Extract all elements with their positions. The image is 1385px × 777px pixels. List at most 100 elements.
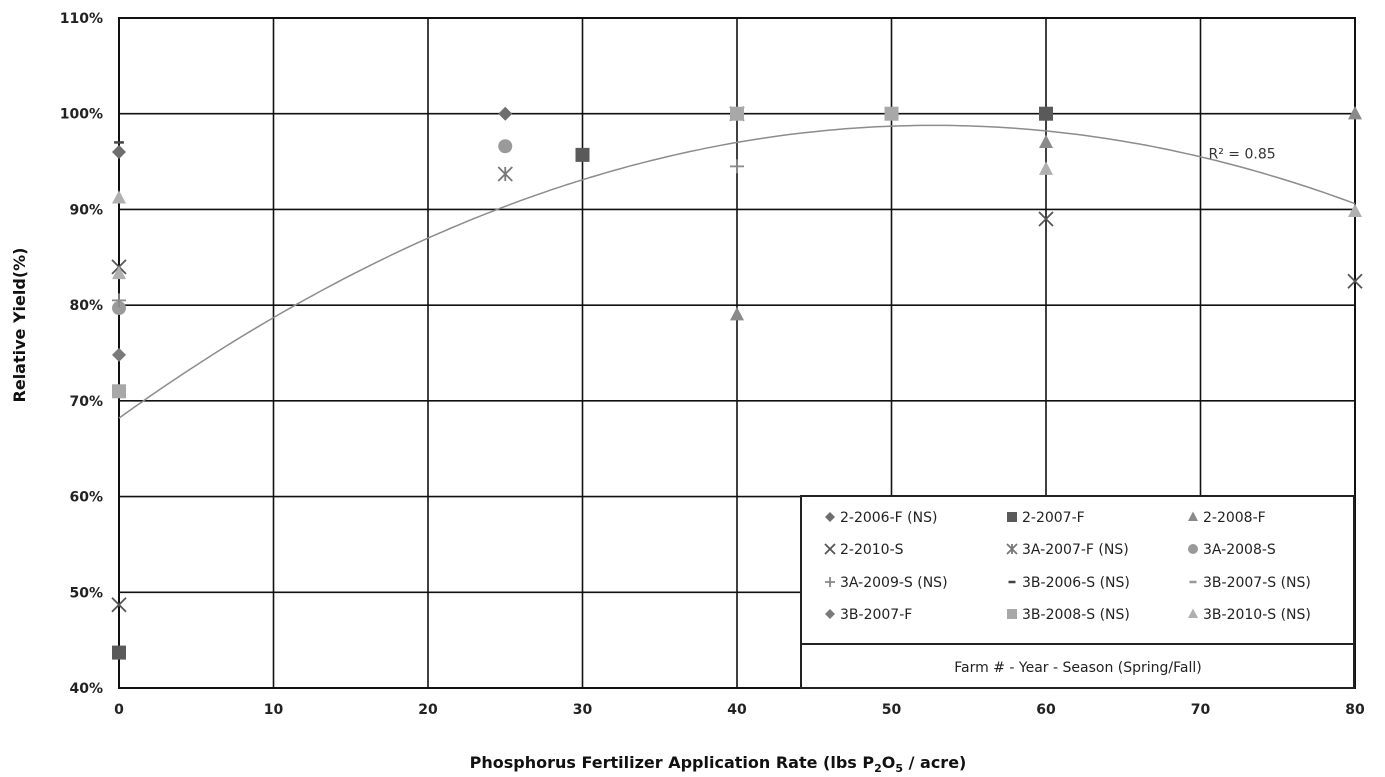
marker-shape (825, 577, 835, 587)
legend-marker (1188, 608, 1198, 618)
x-tick-label: 30 (573, 702, 593, 718)
y-tick-label: 100% (60, 107, 103, 123)
marker-shape (112, 293, 126, 308)
x-tick-label: 60 (1036, 702, 1056, 718)
legend-marker (1007, 512, 1017, 522)
marker-shape (1188, 511, 1198, 521)
point-s3-p3 (1347, 273, 1363, 289)
legend-box (800, 495, 1355, 645)
marker-shape (498, 139, 513, 154)
marker-shape (111, 597, 127, 613)
y-axis-ticks: 40% 50% 60% 70% 80% 90% 100% 110% (60, 11, 103, 697)
marker-shape (112, 347, 126, 362)
legend-marker (1188, 511, 1198, 521)
point-s11-p2 (1039, 161, 1053, 175)
y-tick-label: 60% (69, 490, 103, 506)
marker-shape (498, 106, 513, 121)
y-axis-title: Relative Yield(%) (10, 248, 29, 403)
legend-label: 2-2010-S (840, 542, 904, 558)
point-s10-p0 (112, 384, 126, 399)
x-axis-title-prefix: Phosphorus Fertilizer Application Rate (… (470, 753, 875, 772)
marker-shape (112, 645, 126, 660)
marker-shape (730, 307, 744, 321)
point-s11-p3 (1348, 203, 1362, 217)
x-axis-title-sub1: 2 (874, 762, 882, 775)
marker-shape (112, 190, 126, 204)
point-s1-p2 (1039, 106, 1053, 121)
marker-shape (825, 512, 835, 522)
marker-shape (575, 147, 590, 162)
marker-shape (112, 145, 126, 159)
marker-shape (730, 159, 744, 174)
point-s1-p0 (112, 645, 126, 660)
legend-marker (1006, 543, 1018, 555)
legend-marker (1007, 609, 1017, 619)
x-axis-title-sub2: 5 (895, 762, 903, 775)
x-axis-title-mid: O (882, 753, 896, 772)
legend-marker (825, 609, 835, 619)
y-tick-label: 110% (60, 11, 103, 27)
legend-label: 2-2008-F (1203, 510, 1266, 526)
point-s1-p1 (575, 147, 590, 162)
x-tick-label: 50 (882, 702, 902, 718)
legend-label: 3B-2007-S (NS) (1203, 575, 1311, 591)
marker-shape (1188, 544, 1198, 554)
point-s4-p0 (497, 166, 513, 182)
point-s2-p0 (730, 307, 744, 321)
marker-shape (730, 106, 744, 121)
point-s6-p0 (730, 159, 744, 174)
marker-shape (1347, 273, 1363, 289)
y-tick-label: 90% (69, 202, 103, 218)
marker-shape (1039, 134, 1053, 149)
marker-shape (112, 384, 126, 399)
marker-shape (112, 265, 126, 280)
legend-items: 2-2006-F (NS) 2-2007-F 2-2008-F 2-2010-S 3A-… (824, 510, 1311, 623)
y-tick-label: 50% (69, 585, 103, 601)
marker-shape (112, 301, 126, 316)
x-tick-label: 80 (1345, 702, 1365, 718)
marker-shape (1348, 203, 1362, 217)
r-squared-label: R² = 0.85 (1209, 147, 1276, 163)
point-s2-p1 (1039, 134, 1053, 149)
legend-label: 3A-2009-S (NS) (840, 575, 948, 591)
legend-label: 2-2006-F (NS) (840, 510, 937, 526)
point-s10-p2 (884, 106, 899, 121)
marker-shape (1039, 161, 1053, 175)
point-s11-p0 (112, 265, 126, 280)
marker-shape (1006, 543, 1018, 555)
x-axis-ticks: 0 10 20 30 40 50 60 70 80 (114, 702, 1365, 718)
point-s0-p1 (498, 106, 513, 121)
trendline (118, 124, 1356, 419)
point-s3-p0 (111, 597, 127, 613)
legend-label: 2-2007-F (1022, 510, 1085, 526)
marker-shape (1039, 106, 1053, 121)
legend-caption: Farm # - Year - Season (Spring/Fall) (954, 660, 1201, 676)
legend-caption-box (800, 643, 1355, 689)
marker-shape (1007, 609, 1017, 619)
x-tick-label: 40 (727, 702, 747, 718)
x-tick-label: 10 (264, 702, 284, 718)
legend-label: 3B-2008-S (NS) (1022, 607, 1130, 623)
point-s5-p1 (498, 139, 513, 154)
point-s5-p0 (112, 301, 126, 316)
point-s2-p2 (1348, 106, 1362, 120)
legend-marker (1188, 544, 1198, 554)
marker-shape (1038, 211, 1054, 227)
marker-shape (1007, 512, 1017, 522)
legend: Farm # - Year - Season (Spring/Fall) 2-2… (800, 495, 1355, 689)
grid (118, 17, 1356, 689)
marker-shape (1188, 608, 1198, 618)
marker-shape (1348, 106, 1362, 120)
y-tick-label: 70% (69, 394, 103, 410)
legend-label: 3B-2007-F (840, 607, 912, 623)
legend-marker (824, 543, 836, 555)
x-tick-label: 0 (114, 702, 124, 718)
x-axis-title-suffix: / acre) (903, 753, 966, 772)
marker-shape (824, 543, 836, 555)
legend-label: 3B-2010-S (NS) (1203, 607, 1311, 623)
point-s3-p2 (1038, 211, 1054, 227)
legend-label: 3A-2007-F (NS) (1022, 542, 1129, 558)
y-tick-label: 40% (69, 681, 103, 697)
marker-shape (825, 609, 835, 619)
